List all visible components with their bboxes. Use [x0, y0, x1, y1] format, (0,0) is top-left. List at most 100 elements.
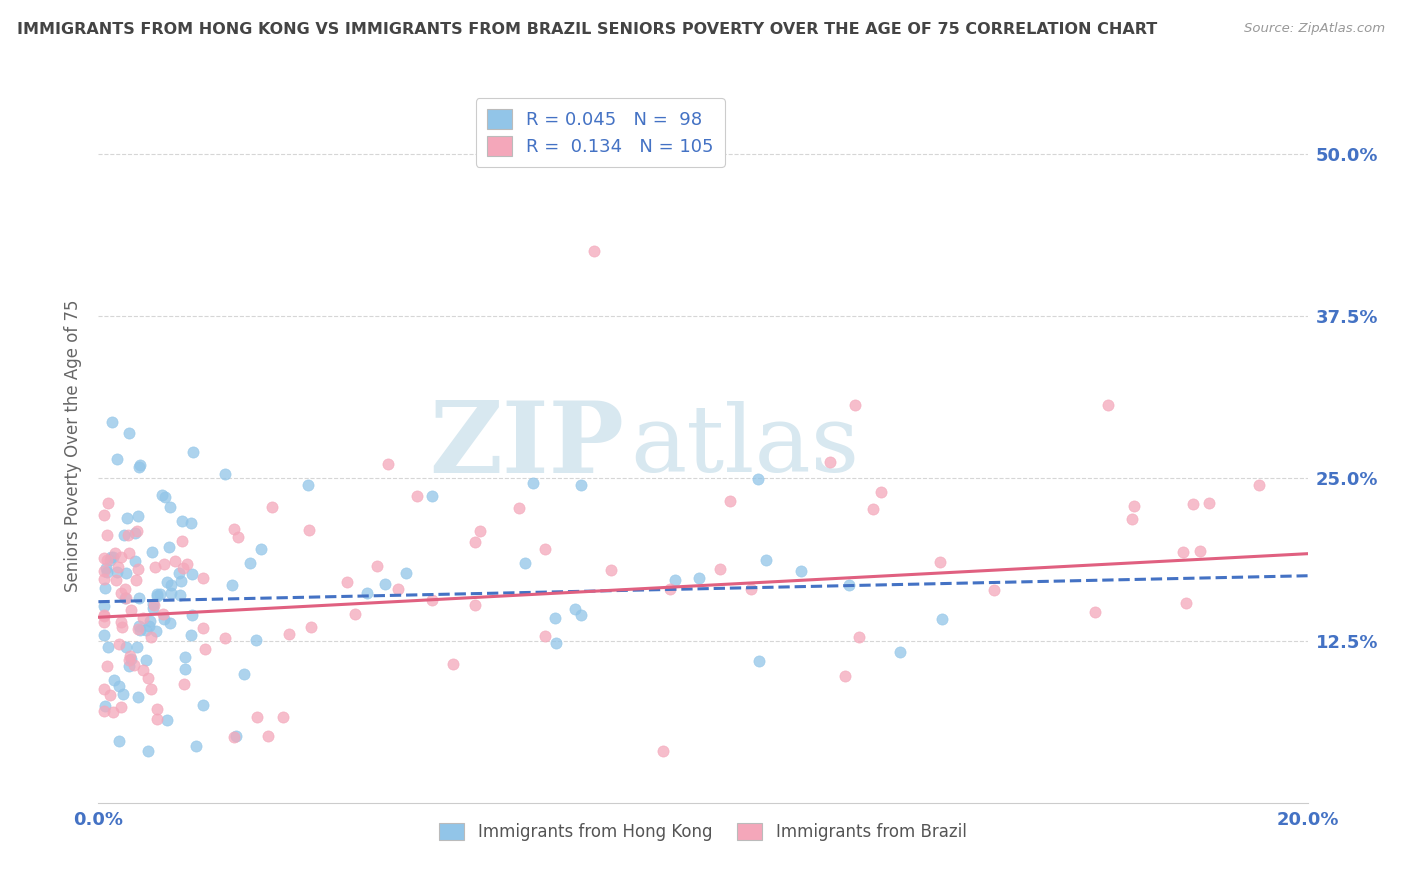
Point [129, 458, 152, 473]
Point [1249, 478, 1271, 492]
Point [1198, 495, 1220, 509]
Point [125, 573, 148, 587]
Point [747, 471, 769, 485]
Point [464, 534, 486, 549]
Point [599, 563, 621, 577]
Point [120, 603, 142, 617]
Point [110, 586, 132, 600]
Point [93, 609, 115, 624]
Point [377, 457, 399, 471]
Point [97, 640, 120, 654]
Point [513, 556, 536, 570]
Point [122, 657, 145, 672]
Point [146, 702, 169, 716]
Point [105, 451, 128, 466]
Point [115, 591, 138, 606]
Point [118, 653, 141, 667]
Point [387, 582, 409, 597]
Point [93, 508, 115, 523]
Point [143, 560, 166, 574]
Point [931, 612, 953, 626]
Point [533, 629, 555, 643]
Point [740, 582, 762, 596]
Point [221, 578, 243, 592]
Point [115, 511, 138, 525]
Point [395, 566, 418, 581]
Point [441, 657, 464, 671]
Point [96, 565, 118, 579]
Point [262, 500, 284, 514]
Point [114, 640, 136, 654]
Point [118, 658, 141, 673]
Point [107, 734, 129, 748]
Point [181, 567, 204, 582]
Point [135, 653, 157, 667]
Point [688, 571, 710, 585]
Point [659, 582, 682, 596]
Point [1121, 512, 1143, 526]
Point [571, 608, 593, 623]
Point [110, 615, 132, 629]
Point [748, 654, 770, 668]
Point [128, 624, 150, 638]
Point [173, 677, 195, 691]
Point [838, 577, 860, 591]
Point [100, 550, 122, 565]
Point [111, 620, 134, 634]
Point [124, 526, 146, 541]
Point [108, 679, 131, 693]
Point [420, 592, 443, 607]
Point [142, 598, 165, 612]
Point [138, 618, 160, 632]
Point [93, 564, 115, 578]
Point [94, 561, 117, 575]
Point [118, 425, 141, 440]
Point [844, 398, 866, 412]
Point [652, 744, 675, 758]
Point [127, 690, 149, 704]
Point [273, 709, 295, 723]
Point [569, 477, 592, 491]
Point [167, 566, 190, 580]
Point [180, 628, 202, 642]
Point [93, 628, 115, 642]
Point [848, 630, 870, 644]
Point [127, 562, 149, 576]
Point [297, 478, 319, 492]
Point [120, 648, 142, 663]
Text: ZIP: ZIP [429, 398, 624, 494]
Point [1084, 605, 1107, 619]
Point [93, 607, 115, 622]
Point [127, 623, 149, 637]
Point [194, 642, 217, 657]
Point [1174, 596, 1197, 610]
Point [145, 587, 167, 601]
Point [128, 591, 150, 605]
Point [170, 574, 193, 589]
Point [103, 673, 125, 688]
Point [870, 485, 893, 500]
Point [159, 615, 181, 630]
Point [93, 551, 115, 566]
Point [156, 575, 179, 590]
Point [508, 500, 530, 515]
Point [135, 624, 157, 638]
Point [97, 495, 120, 509]
Point [132, 611, 155, 625]
Point [136, 671, 159, 685]
Point [214, 632, 236, 646]
Point [191, 698, 214, 712]
Point [141, 681, 163, 696]
Point [152, 607, 174, 621]
Point [96, 528, 118, 542]
Point [139, 615, 162, 629]
Point [928, 555, 950, 569]
Point [224, 522, 246, 536]
Point [157, 541, 180, 555]
Point [214, 467, 236, 482]
Point [156, 713, 179, 727]
Point [93, 572, 115, 586]
Point [159, 500, 181, 515]
Point [120, 652, 142, 666]
Point [245, 632, 267, 647]
